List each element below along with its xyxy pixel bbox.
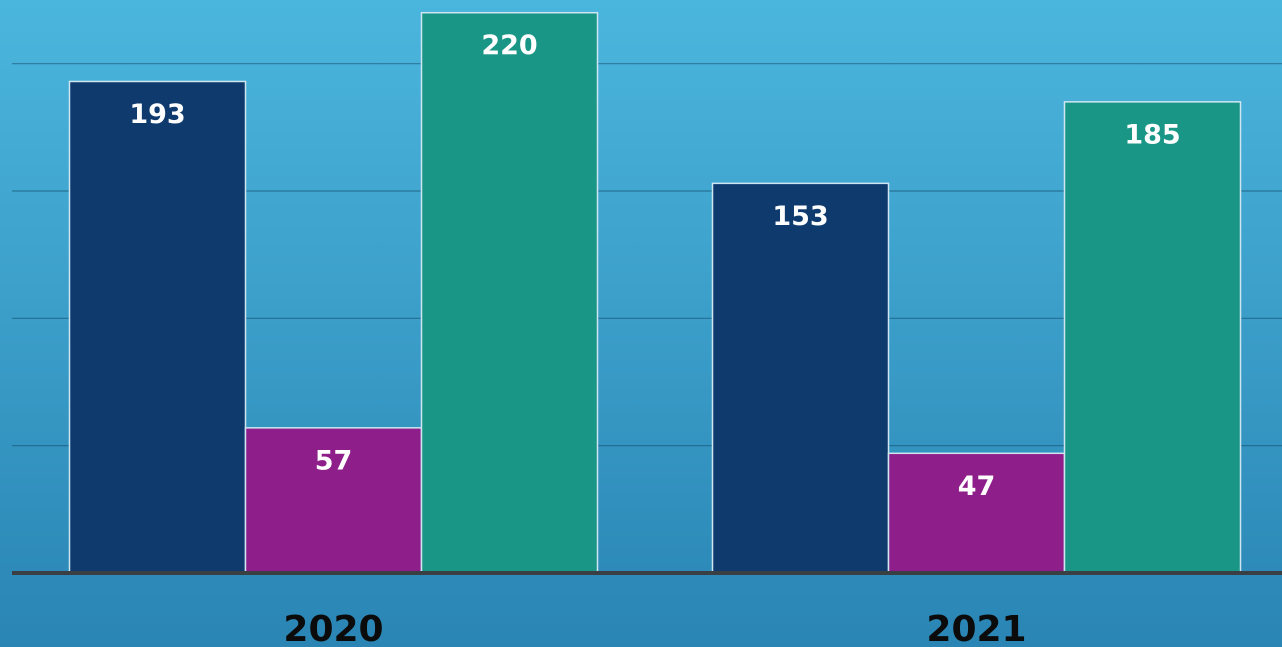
- bar: [887, 452, 1066, 574]
- value-label: 193: [129, 99, 185, 130]
- bars: [68, 11, 1242, 574]
- labels: 193 57 220 2020 153 47 185 2021: [129, 30, 1180, 647]
- bar: [244, 427, 423, 574]
- x-tick-label: 2020: [283, 609, 383, 647]
- bar: [68, 80, 247, 574]
- x-tick-label: 2021: [926, 609, 1026, 647]
- bar: [1063, 101, 1242, 574]
- value-label: 185: [1124, 119, 1180, 150]
- value-label: 47: [958, 471, 996, 502]
- value-label: 220: [481, 30, 537, 61]
- value-label: 153: [772, 201, 828, 232]
- value-label: 57: [315, 445, 353, 476]
- bar: [711, 182, 890, 574]
- bar: [420, 11, 599, 574]
